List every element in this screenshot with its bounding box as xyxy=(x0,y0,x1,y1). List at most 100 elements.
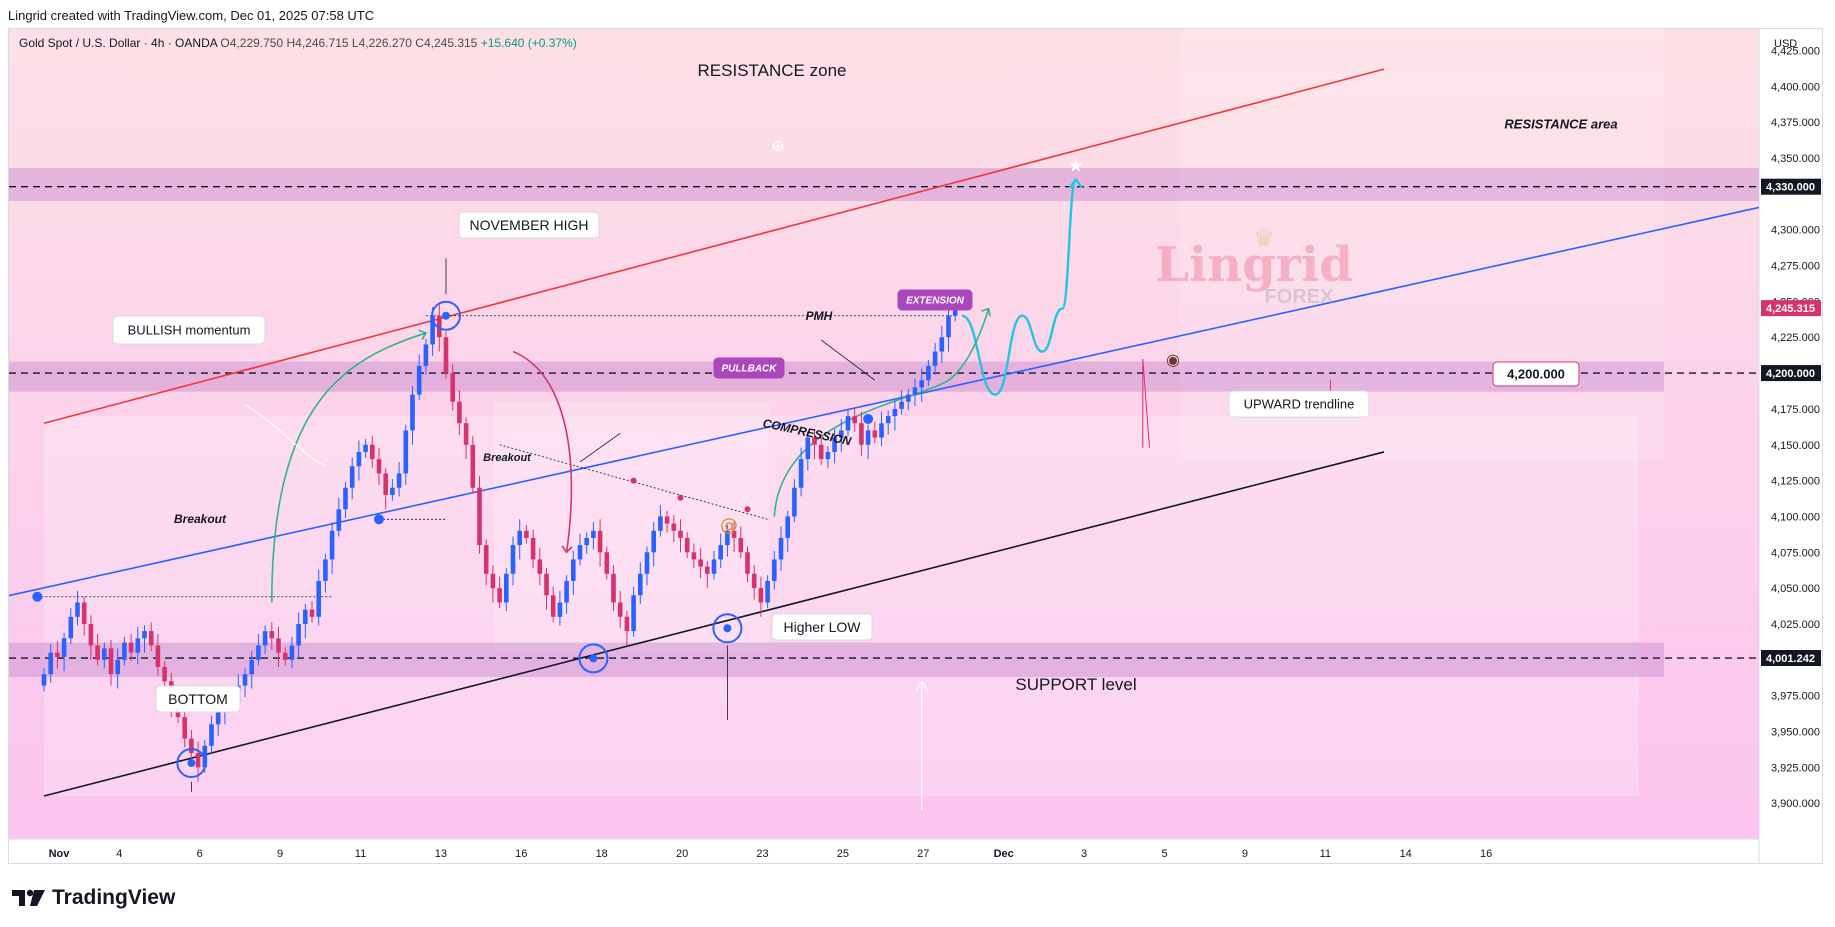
zone-0 xyxy=(9,168,1759,202)
candle-84 xyxy=(604,546,610,580)
candle-132 xyxy=(926,360,931,386)
candle-117 xyxy=(825,446,831,468)
candle-85 xyxy=(611,565,616,612)
bullish-momentum-label-box xyxy=(112,315,266,345)
candle-body xyxy=(262,631,268,646)
pullback-badge-box xyxy=(713,357,785,379)
candle-127 xyxy=(892,400,898,431)
bottom-pivot xyxy=(176,748,207,779)
flag-icon: ⊕ xyxy=(771,136,784,155)
bullish-momentum-label: BULLISH momentum xyxy=(112,315,266,345)
candle-body xyxy=(906,394,911,402)
candle-body xyxy=(376,459,382,474)
candle-body xyxy=(537,559,543,574)
candle-8 xyxy=(95,633,100,666)
y-tick-label-3: 3,975.000 xyxy=(1771,691,1820,703)
candle-body xyxy=(879,423,884,438)
x-tick-label-18: 16 xyxy=(1480,848,1492,860)
candle-body xyxy=(490,573,496,589)
x-tick-label-11: 27 xyxy=(917,848,929,860)
candle-56 xyxy=(416,354,422,401)
candle-body xyxy=(832,437,837,452)
y-tick-label-10: 4,175.000 xyxy=(1771,404,1820,416)
tradingview-brand[interactable]: TradingView xyxy=(12,886,175,910)
candle-87 xyxy=(624,611,630,646)
candle-70 xyxy=(510,536,516,586)
candle-90 xyxy=(644,546,650,586)
candle-body xyxy=(698,559,703,567)
pullback-arrow xyxy=(512,350,573,553)
candle-72 xyxy=(524,525,529,544)
candle-108 xyxy=(765,575,770,609)
candle-body xyxy=(711,559,717,574)
candle-body xyxy=(115,659,120,675)
candle-body xyxy=(329,530,335,560)
low-pivot-ring xyxy=(578,643,609,674)
support-level-label-text: SUPPORT level xyxy=(1015,675,1136,694)
price-chart[interactable]: USD ★ RESISTANCE zone RESISTANCE area NOVE… xyxy=(9,29,1823,864)
price-label-bg xyxy=(1761,178,1821,195)
zone-1 xyxy=(9,361,1664,392)
candle-body xyxy=(805,437,811,460)
y-tick-label-6: 4,075.000 xyxy=(1771,547,1820,559)
candle-body xyxy=(671,523,677,531)
symbol-info: Gold Spot / U.S. Dollar · 4h · OANDA O4,… xyxy=(19,36,577,50)
chart-frame[interactable]: USD ★ RESISTANCE zone RESISTANCE area NOVE… xyxy=(8,28,1823,864)
candle-80 xyxy=(577,533,583,566)
snail-icon: @ xyxy=(720,515,738,536)
candle-31 xyxy=(249,651,254,689)
y-tick-label-14: 4,300.000 xyxy=(1771,225,1820,237)
candle-64 xyxy=(470,436,476,494)
candle-body xyxy=(303,609,308,624)
candle-body xyxy=(437,315,442,338)
candle-body xyxy=(48,652,53,675)
candle-body xyxy=(497,588,502,603)
candle-body xyxy=(564,580,569,603)
resistance-area-label-text: RESISTANCE area xyxy=(1504,117,1617,132)
candle-37 xyxy=(289,636,295,669)
x-tick-label-1: 4 xyxy=(116,848,122,860)
y-tick-label-7: 4,100.000 xyxy=(1771,511,1820,523)
candle-body xyxy=(751,573,757,589)
upward-trendline xyxy=(9,206,1760,597)
candle-13 xyxy=(128,633,134,662)
candle-133 xyxy=(932,342,938,375)
candle-body xyxy=(470,444,476,488)
open-value: O4,229.750 xyxy=(220,36,284,50)
candle-body xyxy=(249,659,254,675)
candle-body xyxy=(530,537,536,560)
candle-65 xyxy=(477,476,482,554)
candle-body xyxy=(477,487,482,546)
candle-body xyxy=(731,530,737,538)
upward-trendline-label: UPWARD trendline xyxy=(1228,390,1370,418)
y-tick-label-1: 3,925.000 xyxy=(1771,762,1820,774)
tradingview-logo-icon xyxy=(12,889,45,906)
price-label-0: 4,330.000 xyxy=(1761,178,1821,195)
watermark-crown-icon: ♛ xyxy=(1253,224,1275,252)
price-label-text: 4,245.315 xyxy=(1766,303,1815,315)
candle-body xyxy=(276,638,281,653)
candle-body xyxy=(209,724,214,746)
x-tick-label-13: 3 xyxy=(1081,848,1087,860)
higher-low-pivot-dot xyxy=(723,624,732,633)
candle-body xyxy=(416,365,422,395)
candle-body xyxy=(604,552,610,574)
candle-body xyxy=(336,509,342,531)
bullish-momentum-label-text: BULLISH momentum xyxy=(128,323,251,338)
pullback-arrowhead xyxy=(561,545,573,554)
candle-body xyxy=(798,459,804,488)
price-label-text: 4,001.242 xyxy=(1766,653,1815,665)
x-tick-label-3: 9 xyxy=(277,848,283,860)
candle-body xyxy=(242,674,248,686)
upward-trendline-pointer xyxy=(1142,358,1150,448)
candle-126 xyxy=(885,410,891,435)
candle-63 xyxy=(463,417,469,460)
candle-61 xyxy=(450,364,455,411)
candle-body xyxy=(899,401,904,409)
candle-body xyxy=(430,315,435,345)
candle-67 xyxy=(490,565,496,603)
candle-52 xyxy=(390,479,395,501)
candle-11 xyxy=(115,648,120,689)
candle-body xyxy=(282,652,288,660)
